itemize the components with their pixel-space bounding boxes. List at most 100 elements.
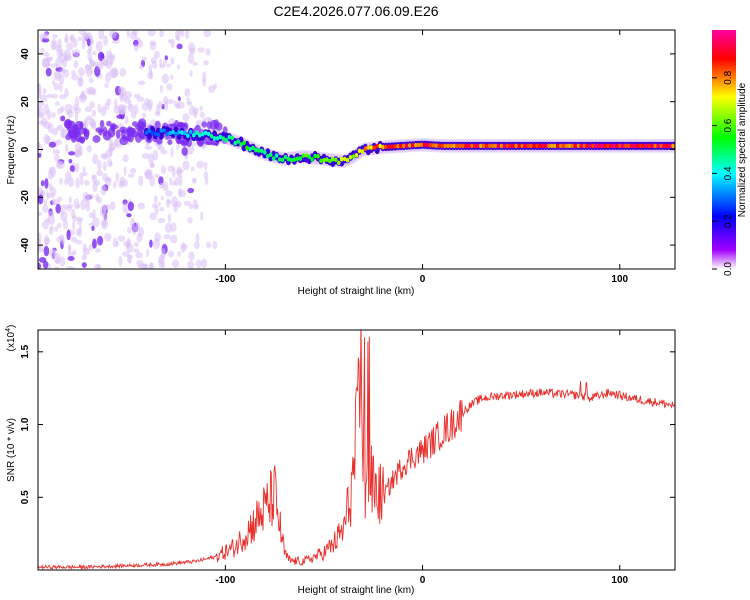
noise-speckle xyxy=(178,30,183,35)
noise-speckle xyxy=(126,213,132,218)
noise-speckle xyxy=(40,47,45,53)
noise-speckle xyxy=(189,47,195,55)
noise-speckle xyxy=(188,204,194,210)
noise-speckle xyxy=(102,204,107,212)
colorbar-tick-label: 0.4 xyxy=(723,166,734,180)
ridge-core xyxy=(266,153,270,159)
noise-speckle xyxy=(81,254,88,261)
ridge-core xyxy=(422,142,427,148)
noise-speckle xyxy=(117,235,126,242)
ridge-core xyxy=(342,156,347,162)
snr-content xyxy=(38,330,675,570)
ridge-core xyxy=(671,143,675,149)
noise-speckle xyxy=(43,133,50,144)
noise-speckle xyxy=(200,211,204,221)
noise-speckle xyxy=(109,201,116,211)
noise-speckle xyxy=(38,106,44,116)
ridge-core xyxy=(615,143,619,149)
ridge-core xyxy=(523,143,527,149)
noise-speckle xyxy=(73,60,79,69)
spectrogram-ytick-label: 20 xyxy=(20,96,31,108)
noise-speckle xyxy=(115,172,120,183)
noise-speckle xyxy=(51,111,56,119)
noise-speckle xyxy=(97,103,101,113)
ridge-core xyxy=(295,156,300,162)
ridge-core xyxy=(206,131,211,137)
ridge-core xyxy=(268,152,273,157)
ridge-core xyxy=(609,143,613,149)
ridge-core xyxy=(322,158,326,163)
spectrogram-ytick-label: -40 xyxy=(20,237,31,252)
snr-ticks: -100 0 100 0.5 1.0 1.5 xyxy=(20,330,675,586)
ridge-core xyxy=(514,143,518,149)
ridge-core xyxy=(538,143,542,149)
ridge-core xyxy=(396,143,400,149)
ridge-core xyxy=(641,143,646,149)
noise-speckle xyxy=(164,55,168,61)
noise-speckle xyxy=(91,175,96,180)
noise-speckle xyxy=(75,96,80,107)
noise-speckle xyxy=(187,53,195,64)
ridge-core xyxy=(653,143,658,149)
noise-speckle xyxy=(46,93,53,98)
noise-speckle xyxy=(212,240,218,250)
noise-speckle xyxy=(60,210,68,222)
noise-speckle xyxy=(72,219,76,231)
spectrogram-ticks: -100 0 100 -40 -20 0 20 40 xyxy=(20,30,675,285)
colorbar-tick-label: 0.2 xyxy=(723,214,734,228)
ridge-core xyxy=(603,143,607,149)
noise-speckle xyxy=(80,176,84,186)
ridge-core xyxy=(493,143,498,149)
noise-speckle xyxy=(119,93,124,103)
noise-speckle xyxy=(80,199,86,211)
noise-speckle xyxy=(163,96,169,105)
ridge-core xyxy=(147,128,152,134)
noise-speckle xyxy=(196,160,204,169)
noise-speckle xyxy=(161,73,169,84)
noise-speckle xyxy=(105,177,112,182)
snr-y-axis-label: SNR (10 * v/v) xyxy=(6,418,17,482)
noise-speckle xyxy=(127,173,135,178)
noise-speckle xyxy=(188,101,193,106)
ridge-core xyxy=(405,143,409,148)
noise-speckle xyxy=(45,57,52,64)
ridge-core xyxy=(428,142,433,148)
noise-speckle xyxy=(135,252,143,259)
snr-xtick-label: 0 xyxy=(420,575,426,586)
noise-speckle xyxy=(181,243,188,250)
spectrogram-ytick-label: 0 xyxy=(20,146,31,152)
ridge-core xyxy=(307,154,312,160)
ridge-core xyxy=(277,157,282,162)
ridge-core xyxy=(532,143,536,149)
noise-speckle xyxy=(54,226,58,233)
ridge-core xyxy=(597,143,601,149)
noise-speckle xyxy=(123,166,127,177)
noise-speckle xyxy=(63,49,71,60)
ridge-core xyxy=(174,131,178,137)
noise-speckle xyxy=(89,67,93,75)
noise-speckle xyxy=(69,165,75,172)
colorbar-ticks: 0.0 0.2 0.4 0.6 0.8 xyxy=(712,70,734,276)
ridge-core xyxy=(245,145,249,151)
ridge-core xyxy=(502,143,507,149)
noise-speckle xyxy=(157,101,163,109)
noise-speckle xyxy=(42,204,49,213)
ridge-core xyxy=(407,143,412,148)
noise-speckle xyxy=(115,240,119,247)
noise-band-speckle xyxy=(201,121,208,128)
ridge-core xyxy=(310,157,314,162)
noise-speckle xyxy=(59,94,67,100)
ridge-core xyxy=(437,143,442,148)
noise-speckle xyxy=(39,144,43,154)
ridge-core xyxy=(197,133,202,138)
noise-speckle xyxy=(97,235,104,246)
noise-speckle xyxy=(158,176,164,186)
noise-speckle xyxy=(109,147,113,156)
ridge-core xyxy=(656,143,660,149)
ridge-core xyxy=(635,143,640,149)
spectrogram-x-axis-label: Height of straight line (km) xyxy=(298,286,415,297)
noise-band-speckle xyxy=(68,120,76,128)
ridge-core xyxy=(484,143,489,149)
noise-speckle xyxy=(159,182,165,189)
noise-speckle xyxy=(70,208,76,220)
